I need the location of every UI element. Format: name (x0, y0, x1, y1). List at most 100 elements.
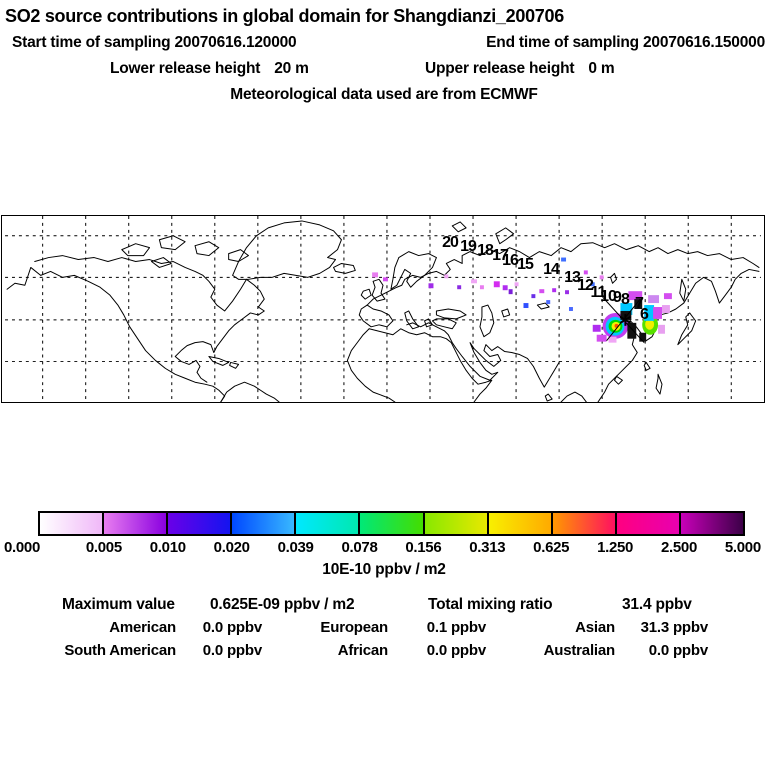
colorbar-segment (104, 513, 169, 534)
sensitivity-dot (583, 270, 588, 275)
sensitivity-dot (502, 285, 508, 291)
colorbar-tick-label: 0.020 (213, 539, 250, 556)
sensitivity-dot (599, 275, 604, 280)
trajectory-day-label: 6 (640, 306, 649, 323)
sampling-time-line: Start time of sampling 20070616.120000 E… (12, 34, 765, 52)
lower-release-height: Lower release height 20 m (110, 60, 309, 77)
plume-patch (662, 305, 670, 313)
region-label: Asian (575, 619, 615, 636)
plume-patch (634, 299, 643, 309)
trajectory-day-label: 14 (543, 261, 560, 278)
map-canvas (5, 216, 761, 402)
trajectory-day-label: 9 (613, 289, 622, 306)
region-value: 0.0 ppbv (202, 619, 262, 636)
sensitivity-dot (514, 282, 519, 287)
colorbar-tick-label: 0.005 (85, 539, 122, 556)
coastlines (6, 220, 760, 402)
upper-release-height: Upper release height 0 m (425, 60, 615, 77)
trajectory-day-label: 19 (460, 238, 477, 255)
plume-patch (596, 334, 607, 342)
sensitivity-dot (493, 281, 500, 288)
plume-patch (608, 336, 617, 343)
max-value-number: 0.625E-09 ppbv / m2 (210, 596, 355, 613)
world-map: 20 19 18 17 16 15 14 13 12 11 10 9 8 7 6 (1, 215, 765, 403)
sensitivity-dot (444, 274, 449, 279)
trajectory-day-label: 8 (621, 291, 630, 308)
plume-patch (653, 307, 662, 319)
plume-patch (644, 305, 655, 321)
sensitivity-dot (479, 285, 484, 290)
colorbar-segment (680, 513, 744, 534)
stats-summary-row: Maximum value 0.625E-09 ppbv / m2 Total … (0, 596, 768, 616)
sensitivity-dot (508, 289, 513, 295)
plume-patch (658, 324, 665, 334)
trajectory-day-label: 17 (492, 247, 509, 264)
sensitivity-dot (523, 303, 529, 309)
plume-patch (645, 318, 655, 330)
colorbar-tick-label: 0.156 (405, 539, 442, 556)
colorbar-unit: 10E-10 ppbv / m2 (322, 561, 446, 578)
colorbar-segment (40, 513, 105, 534)
sensitivity-dot (372, 272, 379, 278)
region-label: South American (64, 642, 176, 659)
plume-patch (639, 332, 647, 342)
concentration-field (372, 257, 672, 343)
trajectory-day-label: 15 (517, 256, 534, 273)
release-height-line: Lower release height 20 m Upper release h… (0, 60, 768, 80)
page-title: SO2 source contributions in global domai… (5, 6, 564, 26)
sensitivity-dot (428, 283, 434, 289)
colorbar-segment (360, 513, 425, 534)
max-value-label: Maximum value (62, 596, 175, 613)
region-label: Australian (543, 642, 616, 659)
region-value: 0.0 ppbv (648, 642, 708, 659)
receptor-marker (602, 296, 645, 343)
trajectory-day-label: 16 (502, 252, 519, 269)
colorbar-segment (552, 513, 617, 534)
colorbar-segment (232, 513, 297, 534)
region-label: American (109, 619, 176, 636)
trajectory-day-label: 10 (600, 288, 617, 305)
colorbar-segment (168, 513, 233, 534)
colorbar-tick-label: 0.000 (3, 539, 41, 556)
plume-patch (620, 303, 633, 315)
colorbar-tick-label: 2.500 (660, 539, 698, 556)
plume-patch (663, 293, 672, 300)
colorbar-tick-label: 0.010 (149, 539, 186, 556)
colorbar-segment (424, 513, 489, 534)
colorbar-tick-label: 5.000 (724, 539, 761, 556)
sensitivity-dot (561, 257, 567, 262)
colorbar (38, 511, 745, 536)
trajectory-day-label: 12 (577, 277, 594, 294)
sensitivity-dot (565, 290, 569, 295)
plume-patch (648, 295, 660, 304)
met-data-line: Meteorological data used are from ECMWF (230, 86, 538, 103)
colorbar-tick-label: 1.250 (597, 539, 634, 556)
sensitivity-dot (569, 307, 573, 311)
colorbar-tick-label: 0.313 (469, 539, 506, 556)
plume-patch (627, 322, 637, 339)
colorbar-tick-label: 0.039 (277, 539, 314, 556)
sensitivity-dot (531, 294, 536, 299)
sensitivity-dot (539, 289, 545, 294)
region-contributions-table: American 0.0 ppbv European 0.1 ppbv Asian 31.… (0, 619, 708, 665)
sensitivity-dot (546, 300, 551, 305)
total-ratio-label: Total mixing ratio (428, 596, 553, 613)
sensitivity-dot (471, 279, 477, 284)
trajectory-day-label: 18 (477, 242, 494, 259)
start-time-text: Start time of sampling 20070616.120000 (12, 34, 297, 51)
sensitivity-dot (552, 288, 557, 293)
colorbar-tick-label: 0.625 (533, 539, 570, 556)
plume-patch (592, 324, 601, 332)
sensitivity-dot (383, 277, 388, 282)
trajectory-day-label: 7 (635, 295, 644, 312)
colorbar-segment (488, 513, 553, 534)
colorbar-segment (296, 513, 361, 534)
sensitivity-dot (457, 285, 462, 290)
colorbar-tick-label: 0.078 (341, 539, 378, 556)
region-label: African (337, 642, 388, 659)
region-value: 0.1 ppbv (426, 619, 486, 636)
trajectory-day-label: 20 (442, 234, 459, 251)
trajectory-day-label: 13 (564, 269, 581, 286)
region-value: 0.0 ppbv (426, 642, 486, 659)
region-label: European (320, 619, 388, 636)
